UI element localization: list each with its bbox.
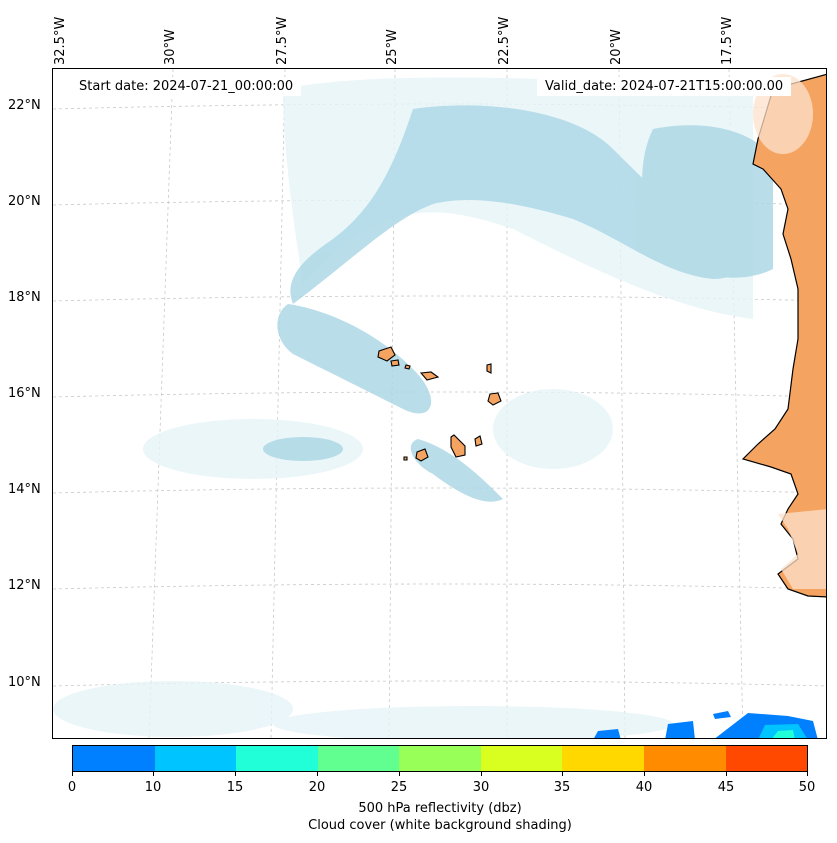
lat-label-22n: 22°N — [8, 98, 41, 113]
colorbar-tick-label: 15 — [226, 780, 244, 795]
lon-label-17-5w: 17.5°W — [720, 16, 735, 65]
colorbar-tick-label: 35 — [553, 780, 571, 795]
colorbar-tick — [399, 772, 400, 776]
lat-label-10n: 10°N — [8, 675, 41, 690]
colorbar-tick — [481, 772, 482, 776]
valid-date-label: Valid_date: 2024-07-21T15:00:00.00 — [537, 77, 792, 96]
colorbar-tick — [235, 772, 236, 776]
map-canvas — [53, 69, 826, 738]
colorbar-label: 500 hPa reflectivity (dbz) — [358, 801, 522, 816]
colorbar-tick-label: 20 — [308, 780, 326, 795]
colorbar-segment — [154, 746, 237, 771]
colorbar-segment — [480, 746, 563, 771]
colorbar-tick — [807, 772, 808, 776]
colorbar — [72, 745, 808, 772]
lon-label-30w: 30°W — [163, 29, 178, 65]
colorbar-segment — [643, 746, 726, 771]
colorbar-tick — [562, 772, 563, 776]
colorbar-segment — [317, 746, 400, 771]
reflectivity-patches — [594, 711, 818, 738]
colorbar-tick-label: 10 — [144, 780, 162, 795]
colorbar-tick — [153, 772, 154, 776]
colorbar-segment — [399, 746, 481, 771]
cloud-shading-dense — [263, 105, 773, 502]
lat-label-14n: 14°N — [8, 482, 41, 497]
graticule — [53, 69, 826, 738]
lat-label-16n: 16°N — [8, 386, 41, 401]
colorbar-segment — [73, 746, 155, 771]
colorbar-segment — [725, 746, 808, 771]
colorbar-tick-label: 25 — [390, 780, 408, 795]
colorbar-sublabel: Cloud cover (white background shading) — [308, 818, 572, 833]
lon-label-22-5w: 22.5°W — [497, 16, 512, 65]
colorbar-tick-label: 45 — [717, 780, 735, 795]
colorbar-tick — [72, 772, 73, 776]
map-panel — [52, 68, 827, 739]
colorbar-segment — [562, 746, 644, 771]
lat-label-18n: 18°N — [8, 290, 41, 305]
colorbar-tick-label: 30 — [472, 780, 490, 795]
lon-label-25w: 25°W — [385, 29, 400, 65]
colorbar-tick-label: 40 — [635, 780, 653, 795]
lat-label-20n: 20°N — [8, 194, 41, 209]
colorbar-tick — [644, 772, 645, 776]
start-date-label: Start date: 2024-07-21_00:00:00 — [71, 77, 302, 96]
lon-label-20w: 20°W — [609, 29, 624, 65]
colorbar-segment — [236, 746, 318, 771]
colorbar-tick-label: 0 — [67, 780, 77, 795]
colorbar-tick — [726, 772, 727, 776]
colorbar-tick-label: 50 — [798, 780, 816, 795]
lat-label-12n: 12°N — [8, 578, 41, 593]
colorbar-tick — [317, 772, 318, 776]
lon-label-32-5w: 32.5°W — [53, 16, 68, 65]
land-west-africa — [741, 73, 826, 598]
lon-label-27-5w: 27.5°W — [275, 16, 290, 65]
cape-verde-islands — [377, 346, 502, 462]
